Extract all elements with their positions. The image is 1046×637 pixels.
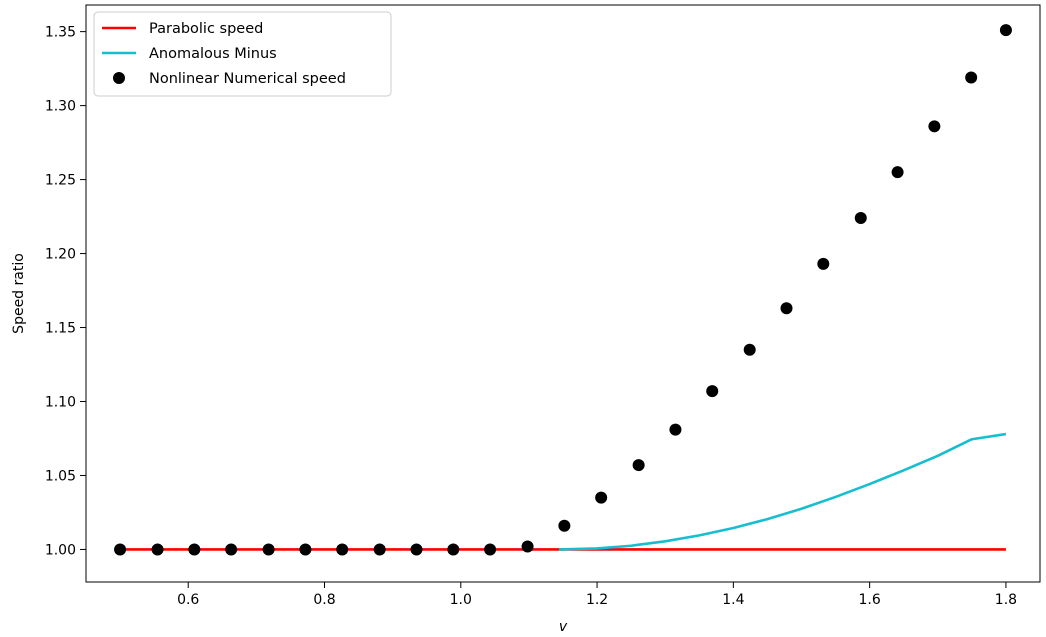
plot-background [86,5,1040,582]
x-tick-label: 0.6 [177,592,199,608]
data-point [595,491,608,504]
y-tick-label: 1.05 [45,468,76,484]
data-point [743,343,756,356]
data-point [225,543,238,556]
data-point [632,459,645,472]
y-tick-label: 1.30 [45,99,76,115]
x-tick-label: 1.4 [722,592,744,608]
x-tick-label: 1.8 [995,592,1017,608]
data-point [151,543,164,556]
data-point [188,543,201,556]
x-tick-label: 1.0 [450,592,472,608]
legend-box [93,11,392,97]
y-tick-label: 1.25 [45,173,76,189]
axes-frame [85,4,1041,583]
data-point [817,257,830,270]
data-point [521,540,534,553]
x-tick-label: 1.2 [586,592,608,608]
data-point [336,543,349,556]
x-axis-label: v [559,619,568,635]
x-tick-label: 0.8 [313,592,335,608]
x-tick-label: 1.6 [859,592,881,608]
data-point [928,120,941,133]
y-tick-label: 1.00 [45,542,76,558]
data-point [854,212,867,225]
data-layer [114,24,1012,556]
data-point [558,519,571,532]
data-point [410,543,423,556]
legend-swatch-marker [113,72,125,84]
data-point [262,543,275,556]
legend-entry-label: Anomalous Minus [149,46,277,62]
series-line-1 [558,432,1007,551]
data-point [891,166,904,179]
data-point [780,302,793,315]
y-tick-label: 1.15 [45,321,76,337]
plot-area [86,5,1040,582]
y-axis-label: Speed ratio [11,253,27,334]
data-point [669,423,682,436]
data-point [484,543,497,556]
data-point [299,543,312,556]
data-point [965,71,978,84]
data-point [114,543,127,556]
legend-entry-label: Parabolic speed [149,21,263,37]
data-point [999,24,1012,37]
legend: Parabolic speed Anomalous Minus Nonlinear … [93,11,392,97]
y-tick-label: 1.20 [45,247,76,263]
legend-entry-label: Nonlinear Numerical speed [149,71,346,87]
y-tick-label: 1.35 [45,25,76,41]
data-point [373,543,386,556]
data-point [447,543,460,556]
axes-layer: 0.6 0.8 1.0 1.2 1.4 1.6 1.8 1.00 1.05 1.10 1.15 1.2… [45,4,1041,608]
y-tick-label: 1.10 [45,395,76,411]
data-point [706,385,719,398]
